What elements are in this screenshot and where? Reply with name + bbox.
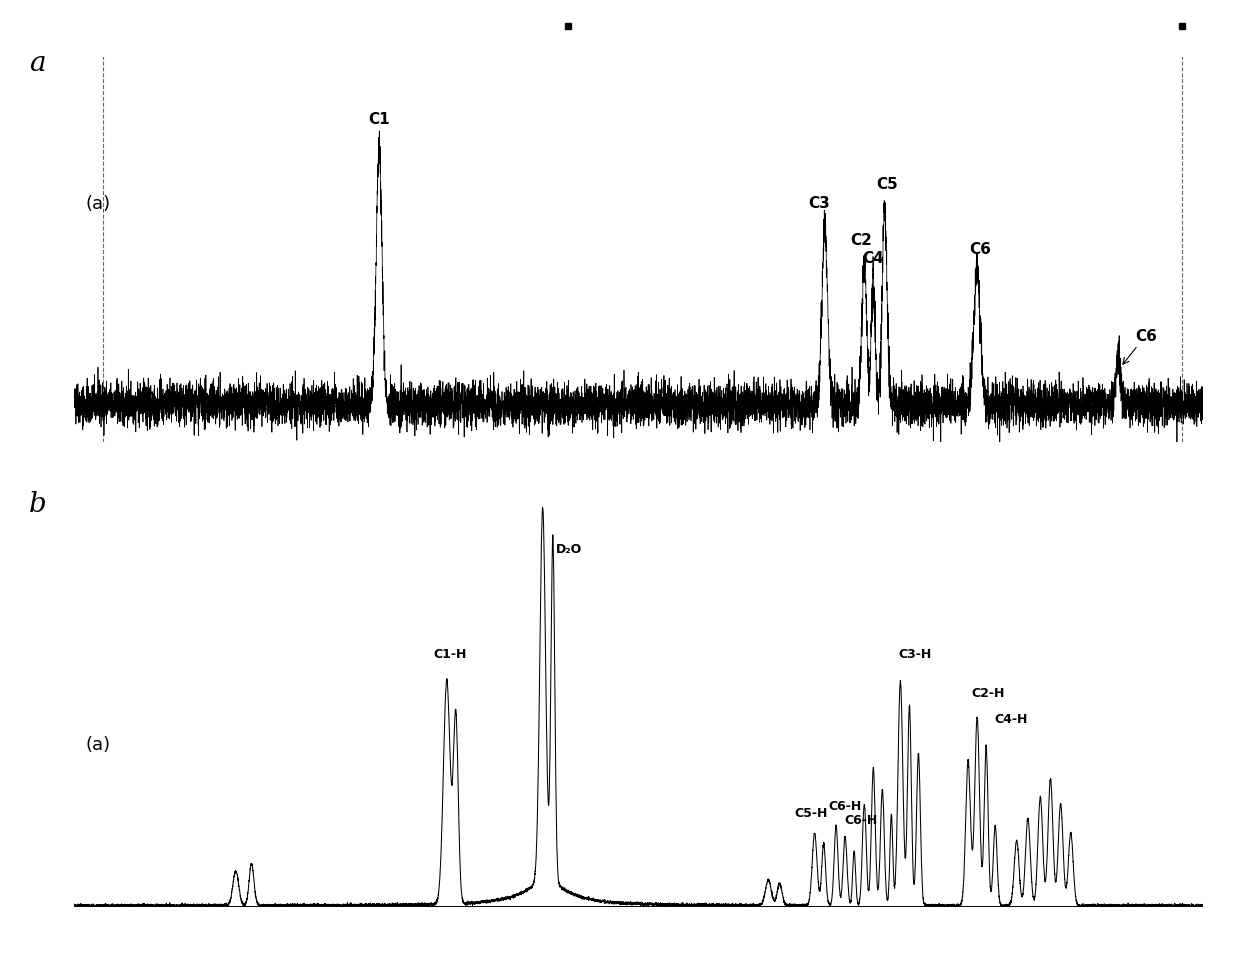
Text: C2-H: C2-H	[971, 687, 1004, 700]
Text: C3-H: C3-H	[898, 647, 931, 660]
Text: C4: C4	[863, 251, 884, 266]
Text: (a): (a)	[86, 195, 110, 212]
Text: D₂O: D₂O	[557, 542, 583, 555]
Text: C6-H: C6-H	[828, 799, 862, 812]
Text: b: b	[30, 490, 47, 517]
Text: C1-H: C1-H	[433, 647, 466, 660]
Text: C5: C5	[875, 177, 898, 192]
Text: C3: C3	[808, 195, 830, 210]
Text: (a): (a)	[86, 735, 110, 752]
Text: C6-H: C6-H	[844, 813, 877, 826]
Text: C5-H: C5-H	[795, 806, 827, 819]
Text: C6: C6	[970, 242, 992, 257]
Text: a: a	[30, 50, 46, 77]
Text: C6: C6	[1123, 329, 1157, 365]
Text: C2: C2	[849, 233, 872, 248]
Text: C1: C1	[368, 112, 389, 127]
Text: C4-H: C4-H	[994, 712, 1028, 725]
